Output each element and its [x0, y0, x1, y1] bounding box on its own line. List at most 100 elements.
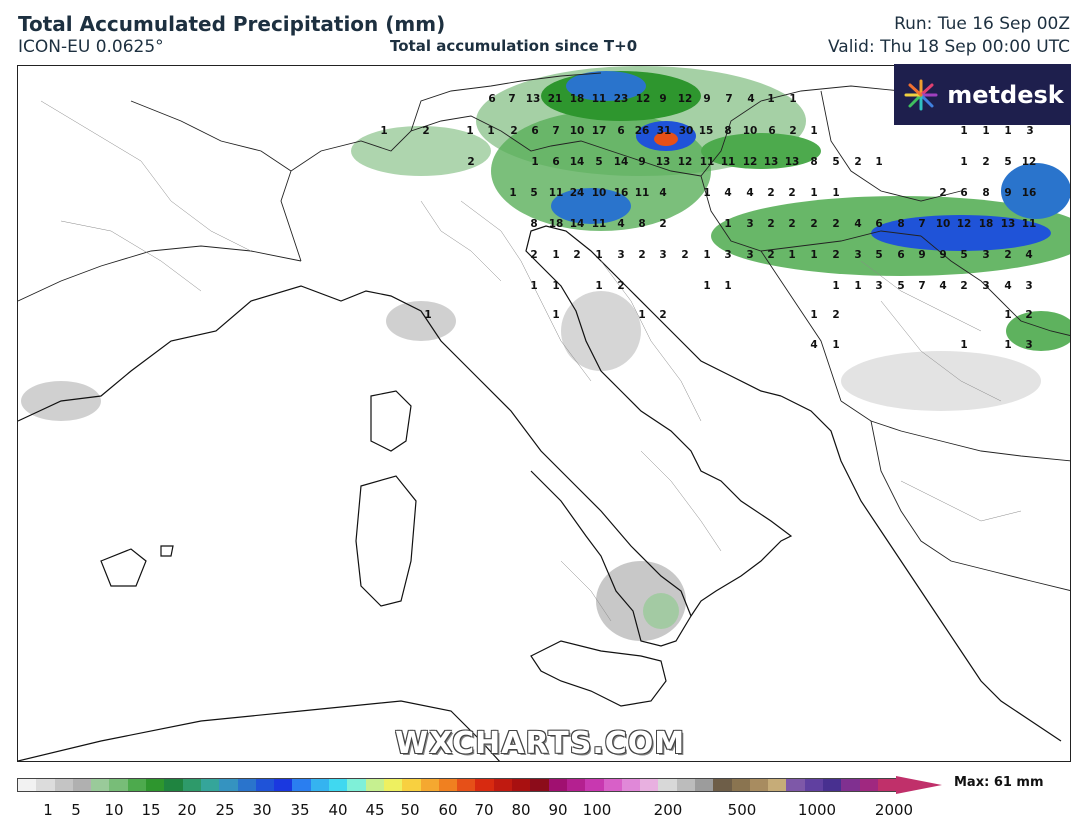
- precip-value-label: 18: [979, 218, 994, 230]
- colorbar-segment: [18, 779, 37, 791]
- precip-value-label: 8: [530, 218, 537, 230]
- precip-value-label: 6: [488, 93, 495, 105]
- precip-value-label: 4: [617, 218, 624, 230]
- precip-value-label: 1: [960, 156, 967, 168]
- precip-value-label: 3: [746, 218, 753, 230]
- colorbar-tick-label: 45: [365, 801, 385, 819]
- colorbar-tick-label: 200: [653, 801, 683, 819]
- precip-value-label: 7: [918, 280, 925, 292]
- colorbar-tick-label: 15: [141, 801, 161, 819]
- precip-value-label: 14: [570, 218, 585, 230]
- colorbar-segment: [749, 779, 769, 791]
- precip-value-label: 2: [573, 249, 580, 261]
- precip-value-label: 1: [854, 280, 861, 292]
- precip-value-label: 2: [854, 156, 861, 168]
- precip-value-label: 16: [1022, 187, 1037, 199]
- model-name: ICON-EU 0.0625°: [18, 37, 164, 57]
- precip-value-label: 1: [788, 249, 795, 261]
- precip-value-label: 5: [875, 249, 882, 261]
- precip-value-label: 1: [530, 280, 537, 292]
- precip-value-label: 10: [936, 218, 951, 230]
- precip-value-label: 6: [897, 249, 904, 261]
- precip-value-label: 2: [832, 309, 839, 321]
- colorbar-segment: [786, 779, 805, 791]
- colorbar-tick-label: 1: [43, 801, 53, 819]
- precip-value-label: 12: [1022, 156, 1037, 168]
- precip-value-label: 2: [1025, 309, 1032, 321]
- colorbar-segment: [91, 779, 110, 791]
- precip-value-label: 1: [595, 280, 602, 292]
- precip-value-label: 3: [854, 249, 861, 261]
- precip-value-label: 1: [424, 309, 431, 321]
- precip-value-label: 14: [570, 156, 585, 168]
- colorbar-tick-label: 20: [177, 801, 197, 819]
- precip-value-label: 2: [789, 125, 796, 137]
- precip-value-label: 7: [918, 218, 925, 230]
- precip-value-label: 2: [832, 249, 839, 261]
- precip-value-label: 1: [810, 125, 817, 137]
- colorbar-tick-label: 70: [474, 801, 494, 819]
- precip-value-label: 1: [595, 249, 602, 261]
- run-time: Run: Tue 16 Sep 00Z: [894, 14, 1070, 34]
- precip-value-label: 3: [1025, 280, 1032, 292]
- precip-value-label: 1: [810, 187, 817, 199]
- colorbar-segment: [512, 779, 531, 791]
- precip-value-label: 1: [960, 125, 967, 137]
- precip-value-label: 2: [467, 156, 474, 168]
- precip-value-label: 15: [699, 125, 714, 137]
- colorbar-segment: [420, 779, 439, 791]
- colorbar-segment: [200, 779, 220, 791]
- precip-value-label: 2: [832, 218, 839, 230]
- colorbar-tick-label: 30: [252, 801, 272, 819]
- colorbar-segment: [36, 779, 55, 791]
- colorbar-tick-label: 2000: [874, 801, 914, 819]
- colorbar-segment: [383, 779, 403, 791]
- precip-value-label: 8: [638, 218, 645, 230]
- precip-value-label: 3: [659, 249, 666, 261]
- colorbar-segment: [804, 779, 824, 791]
- colorbar-tick-label: 500: [727, 801, 757, 819]
- precip-value-label: 1: [552, 249, 559, 261]
- precip-value-label: 1: [810, 309, 817, 321]
- precip-value-label: 1: [509, 187, 516, 199]
- precip-value-label: 2: [810, 218, 817, 230]
- colorbar-tick-label: 1000: [797, 801, 837, 819]
- precip-value-label: 4: [659, 187, 666, 199]
- precip-value-label: 10: [592, 187, 607, 199]
- precip-value-label: 11: [635, 187, 650, 199]
- precip-value-label: 13: [1001, 218, 1016, 230]
- precip-value-label: 14: [614, 156, 629, 168]
- precip-value-label: 2: [681, 249, 688, 261]
- colorbar-segment: [292, 779, 311, 791]
- precip-value-label: 5: [595, 156, 602, 168]
- colorbar-segment: [219, 779, 238, 791]
- precip-value-label: 8: [724, 125, 731, 137]
- colorbar-segment: [694, 779, 714, 791]
- precip-value-label: 11: [592, 93, 607, 105]
- precip-value-label: 1: [380, 125, 387, 137]
- precip-value-label: 5: [530, 187, 537, 199]
- precip-value-label: 11: [700, 156, 715, 168]
- precip-value-label: 9: [638, 156, 645, 168]
- metdesk-logo: metdesk: [894, 64, 1071, 125]
- precip-value-label: 2: [659, 309, 666, 321]
- sunburst-logo-icon: [904, 79, 938, 110]
- precip-value-label: 3: [746, 249, 753, 261]
- precip-value-label: 1: [960, 339, 967, 351]
- precipitation-map[interactable]: 6 7 13 21 18 11 23 12 9 12 9 7 4 1 1 1 2 1 1 2 6 7 10 17 6 26 31 30…: [17, 65, 1071, 762]
- precip-value-label: 8: [897, 218, 904, 230]
- colorbar-arrow: [896, 776, 942, 794]
- precip-value-label: 9: [939, 249, 946, 261]
- precip-value-label: 3: [982, 280, 989, 292]
- precip-value-label: 1: [875, 156, 882, 168]
- precip-value-label: 18: [570, 93, 585, 105]
- colorbar: [17, 778, 897, 792]
- colorbar-segment: [54, 779, 73, 791]
- precip-value-label: 12: [678, 93, 693, 105]
- precip-value-label: 4: [1004, 280, 1011, 292]
- colorbar-tick-label: 5: [71, 801, 81, 819]
- colorbar-tick-label: 25: [215, 801, 235, 819]
- precip-value-label: 10: [570, 125, 585, 137]
- precip-value-label: 11: [549, 187, 564, 199]
- precip-value-label: 1: [552, 280, 559, 292]
